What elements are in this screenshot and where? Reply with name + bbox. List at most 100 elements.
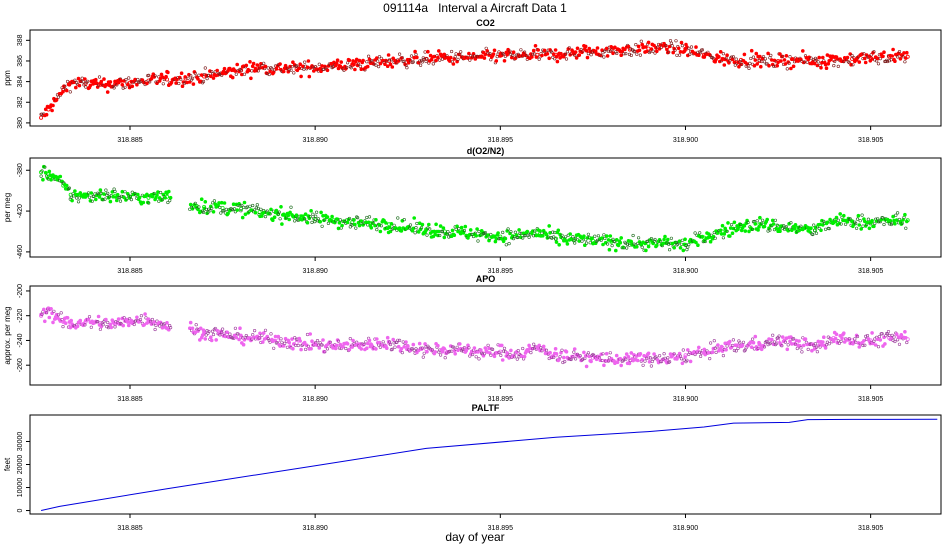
d-o2-n2-sample-point [894, 213, 898, 217]
apo-sample-point [236, 332, 240, 336]
d-o2-n2-sample-point [203, 200, 208, 204]
d-o2-n2-sample-point [503, 236, 508, 241]
apo-sample-point [227, 335, 231, 340]
apo-sample-point [300, 343, 304, 348]
d-o2-n2-x-tick-label: 318.895 [488, 268, 513, 275]
d-o2-n2-sample-point [654, 243, 659, 247]
d-o2-n2-sample-point [553, 237, 558, 241]
d-o2-n2-sample-point [683, 237, 687, 242]
d-o2-n2-sample-point [455, 224, 459, 229]
apo-sample-point [554, 351, 559, 356]
apo-sample-point [785, 347, 790, 352]
co2-sample-point [731, 55, 736, 59]
d-o2-n2-x-tick-label: 318.905 [858, 268, 883, 275]
co2-sample-point [365, 64, 370, 69]
apo-sample-point [44, 311, 49, 315]
co2-sample-point [816, 60, 820, 64]
d-o2-n2-sample-point [356, 216, 360, 220]
d-o2-n2-sample-point [585, 236, 590, 240]
co2-plot-frame [29, 29, 942, 127]
d-o2-n2-sample-point [253, 210, 258, 215]
apo-sample-point [629, 351, 634, 355]
co2-sample-point [903, 60, 907, 64]
co2-sample-point [408, 59, 413, 63]
co2-sample-point [534, 55, 539, 59]
co2-sample-point [638, 53, 643, 57]
apo-sample-point [903, 329, 907, 334]
apo-sample-point [472, 346, 477, 350]
d-o2-n2-sample-point [373, 223, 377, 228]
co2-sample-point [700, 48, 705, 52]
co2-sample-point [724, 56, 728, 60]
co2-sample-point [242, 72, 247, 76]
co2-sample-point [251, 61, 256, 66]
co2-sample-point [54, 97, 59, 102]
co2-sample-point [79, 79, 83, 84]
co2-sample-point [97, 75, 102, 79]
apo-sample-point [723, 341, 728, 346]
d-o2-n2-sample-point [548, 231, 552, 235]
apo-sample-point [128, 317, 132, 321]
d-o2-n2-sample-point [254, 206, 258, 210]
apo-sample-point [61, 325, 65, 329]
co2-sample-point [882, 50, 886, 55]
co2-sample-point [893, 59, 897, 64]
d-o2-n2-sample-point [454, 227, 458, 231]
co2-sample-point [901, 55, 905, 59]
d-o2-n2-sample-point [590, 236, 594, 240]
apo-sample-point [765, 339, 769, 344]
d-o2-n2-sample-point [563, 235, 568, 239]
d-o2-n2-sample-point [722, 232, 727, 236]
apo-sample-point [487, 346, 491, 351]
d-o2-n2-sample-point [667, 242, 671, 246]
d-o2-n2-sample-point [122, 195, 126, 200]
co2-sample-point [710, 55, 715, 60]
apo-sample-point [347, 347, 352, 352]
d-o2-n2-sample-point [309, 209, 313, 213]
co2-sample-point [586, 51, 591, 56]
co2-sample-point [447, 59, 452, 63]
d-o2-n2-sample-point [725, 229, 729, 233]
co2-sample-point [198, 79, 203, 84]
d-o2-n2-sample-point [687, 242, 691, 247]
co2-sample-point [290, 65, 294, 69]
d-o2-n2-sample-point [434, 222, 438, 227]
co2-sample-point [565, 50, 570, 54]
d-o2-n2-y-axis-label: per meg [3, 193, 12, 222]
apo-sample-point [440, 349, 445, 354]
apo-sample-point [384, 346, 389, 351]
co2-sample-point [361, 58, 365, 63]
d-o2-n2-sample-point [730, 231, 735, 235]
apo-sample-point [762, 345, 767, 349]
d-o2-n2-sample-point [778, 229, 782, 233]
apo-sample-point [627, 361, 632, 366]
apo-sample-point [405, 347, 409, 352]
co2-sample-point [432, 54, 437, 59]
d-o2-n2-sample-point [250, 208, 254, 212]
paltf-y-tick-label: 10000 [17, 478, 24, 498]
d-o2-n2-sample-point [303, 217, 307, 221]
co2-sample-point [851, 63, 855, 67]
co2-sample-point [453, 55, 457, 59]
co2-sample-point [530, 55, 534, 59]
co2-sample-point [105, 90, 110, 94]
co2-sample-point [383, 62, 387, 66]
co2-sample-point [85, 79, 90, 83]
co2-sample-point [448, 55, 453, 60]
co2-sample-point [770, 62, 775, 67]
apo-sample-point [767, 337, 771, 341]
co2-sample-point [509, 52, 513, 57]
d-o2-n2-sample-point [881, 216, 885, 220]
apo-sample-point [87, 315, 92, 319]
co2-sample-point [155, 81, 159, 85]
d-o2-n2-sample-point [613, 240, 617, 244]
co2-sample-point [784, 53, 789, 58]
d-o2-n2-sample-point [375, 228, 379, 232]
apo-sample-point [814, 345, 819, 349]
d-o2-n2-sample-point [808, 230, 812, 234]
d-o2-n2-sample-point [838, 212, 843, 216]
apo-sample-point [712, 339, 716, 343]
d-o2-n2-sample-point [865, 220, 870, 225]
apo-sample-point [769, 337, 774, 342]
d-o2-n2-sample-point [532, 229, 537, 233]
